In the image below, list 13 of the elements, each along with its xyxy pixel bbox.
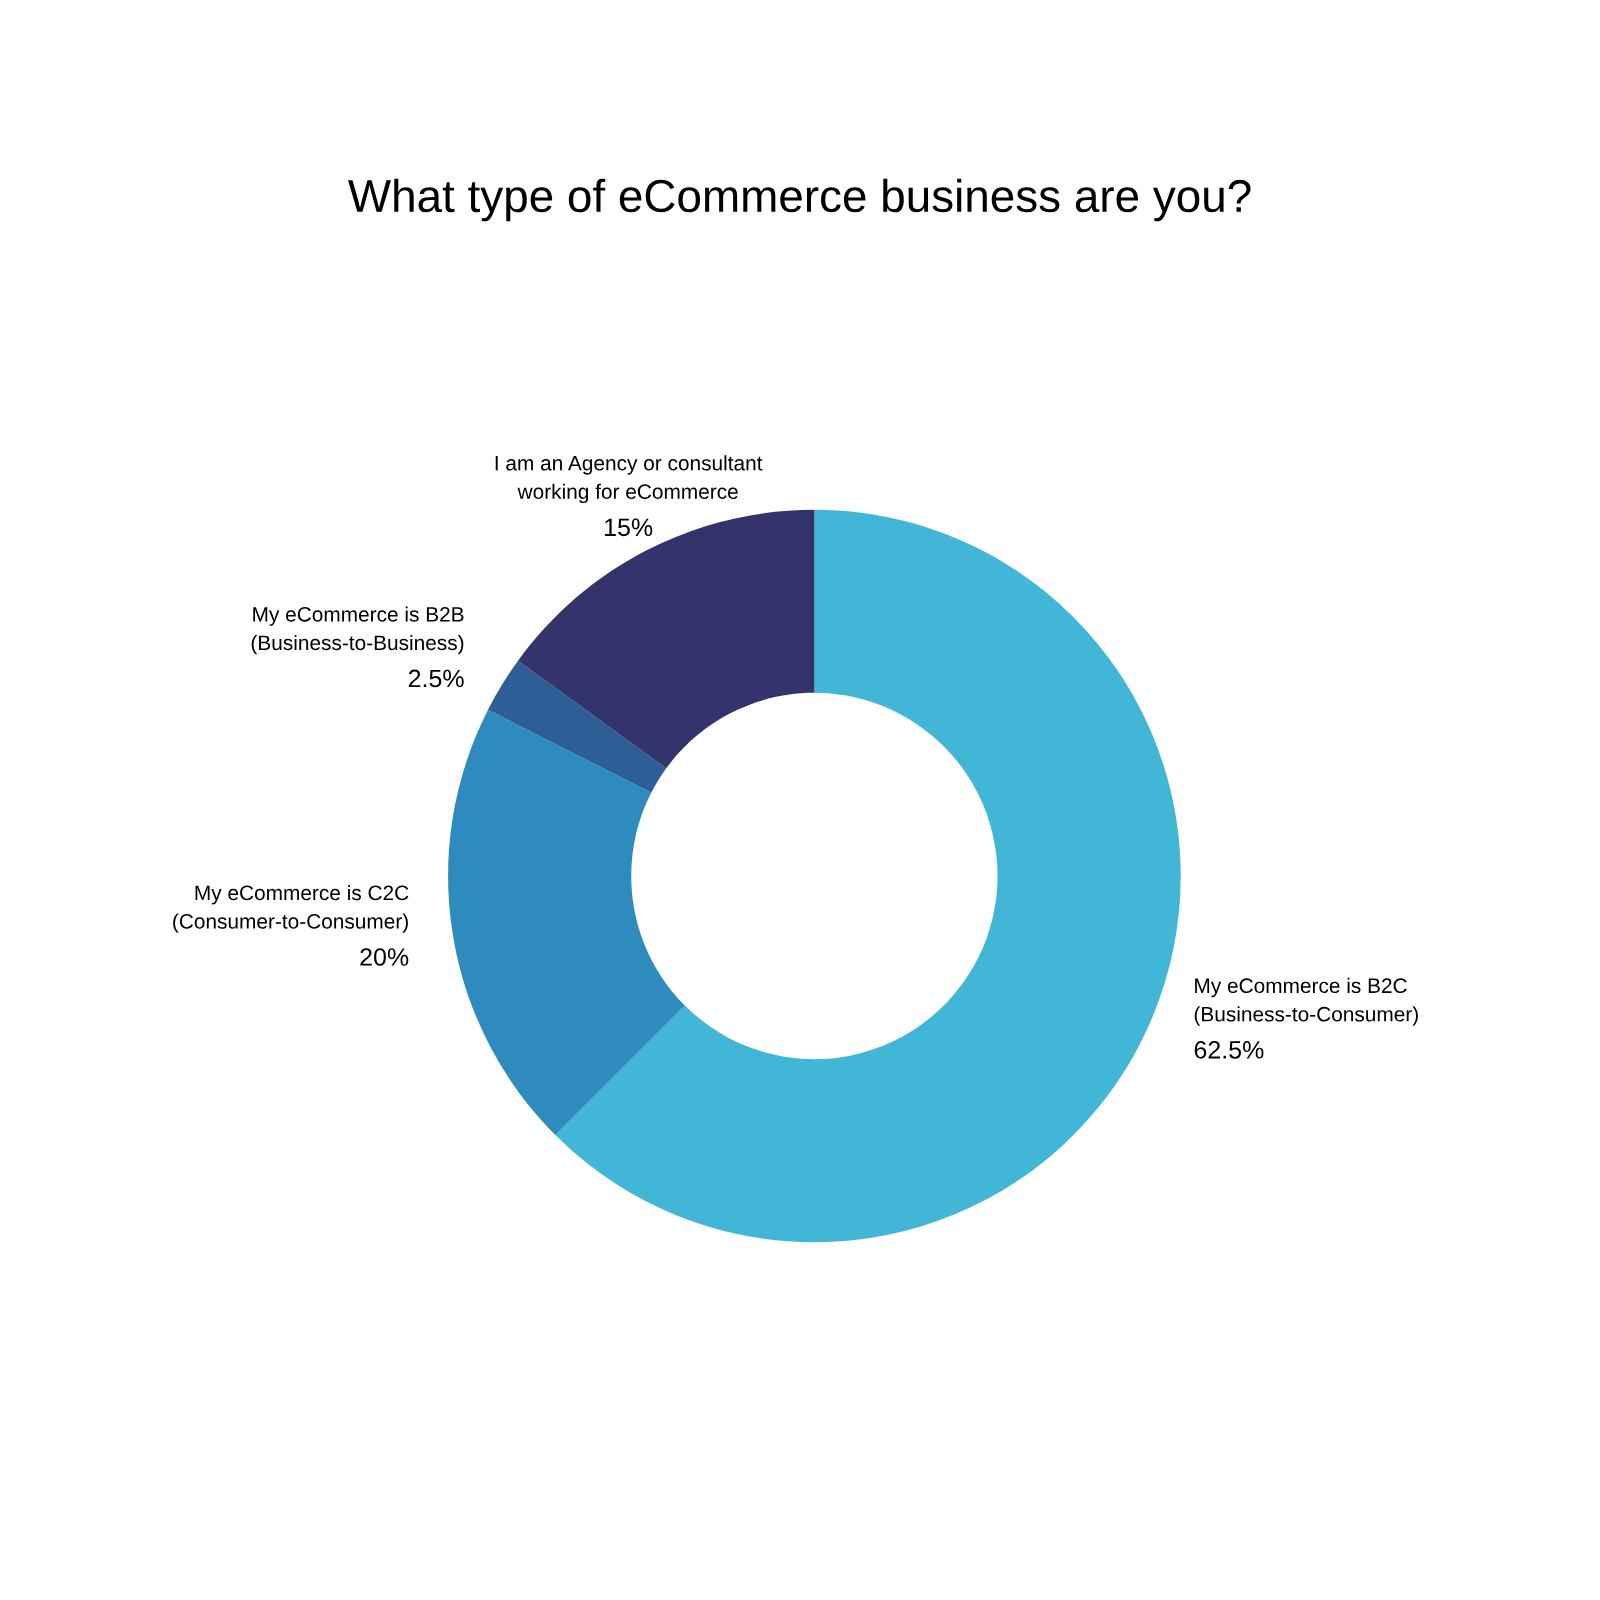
donut-slice (448, 709, 685, 1136)
data-label: 15% (605, 518, 653, 537)
slice-label: My eCommerce is B2C (Business-to-Consumer) (1194, 977, 1418, 1026)
chart-title: What type of eCommerce business are you? (348, 178, 1251, 222)
data-label: 62.5% (1194, 1040, 1264, 1059)
slice-label: My eCommerce is C2C (Consumer-to-Consumer) (173, 884, 409, 933)
slice-label: I am an Agency or consultant working for eCommerce (495, 455, 763, 504)
donut-slice (555, 509, 1181, 1243)
slice-label: My eCommerce is B2B (Business-to-Business) (251, 606, 464, 655)
data-label: 20% (360, 948, 409, 966)
donut-slice (518, 509, 815, 769)
data-label: 2.5% (408, 669, 464, 688)
donut-slice (488, 660, 667, 793)
